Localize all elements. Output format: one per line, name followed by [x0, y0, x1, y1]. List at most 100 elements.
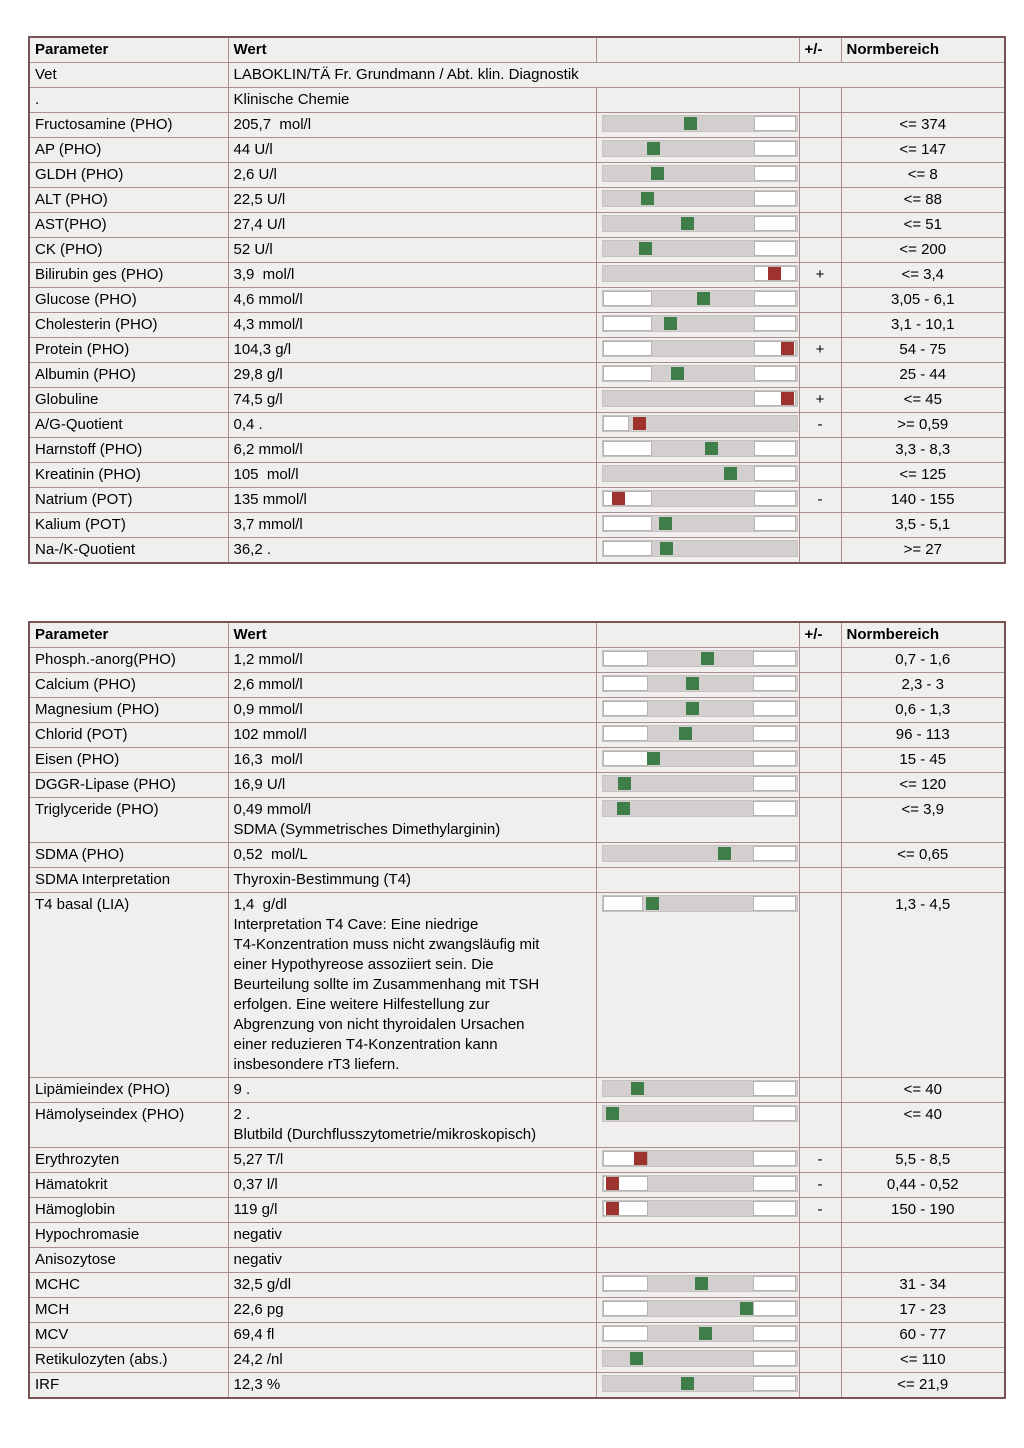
table-row: Glucose (PHO) 4,6 mmol/l 3,05 - 6,1 [28, 287, 1006, 313]
range-bar [601, 315, 798, 332]
value-cell: 9 . [227, 1077, 597, 1103]
value-cell: 24,2 /nl [227, 1347, 597, 1373]
table-row: Bilirubin ges (PHO) 3,9 mol/l + <= 3,4 [28, 262, 1006, 288]
value-cell: 36,2 . [227, 537, 597, 564]
above-range-zone [753, 241, 796, 256]
normal-range-cell: <= 147 [840, 137, 1006, 163]
above-range-zone [752, 896, 796, 911]
value-marker-green [650, 167, 664, 180]
parameter-cell: T4 basal (LIA) [28, 892, 229, 1078]
range-bar [601, 1200, 798, 1217]
flag-cell [798, 1347, 842, 1373]
table-row: Hämoglobin 119 g/l -150 - 190 [28, 1197, 1006, 1223]
below-range-zone [602, 491, 652, 506]
range-bar [601, 365, 798, 382]
below-range-zone [602, 1276, 648, 1291]
table-row: SDMA (PHO) 0,52 mol/L <= 0,65 [28, 842, 1006, 868]
parameter-cell: CK (PHO) [28, 237, 229, 263]
table-row: Hämatokrit 0,37 l/l -0,44 - 0,52 [28, 1172, 1006, 1198]
normal-range-cell: >= 0,59 [840, 412, 1006, 438]
value-marker-green [630, 1082, 644, 1095]
flag-cell [798, 747, 842, 773]
table-row: Erythrozyten 5,27 T/l -5,5 - 8,5 [28, 1147, 1006, 1173]
normal-range-cell: 60 - 77 [840, 1322, 1006, 1348]
table-row: MCH 22,6 pg 17 - 23 [28, 1297, 1006, 1323]
flag-cell [798, 1272, 842, 1298]
range-bar-cell [595, 537, 800, 564]
below-range-zone [602, 726, 648, 741]
flag-cell [798, 87, 842, 113]
normal-range-cell: <= 200 [840, 237, 1006, 263]
value-marker-red [611, 492, 625, 505]
parameter-cell: Albumin (PHO) [28, 362, 229, 388]
flag-cell [798, 1372, 842, 1399]
value-cell: 22,6 pg [227, 1297, 597, 1323]
range-bar-cell [595, 312, 800, 338]
flag-cell: - [798, 1172, 842, 1198]
above-range-zone [753, 291, 796, 306]
flag-cell: - [798, 1197, 842, 1223]
value-marker-green [717, 847, 731, 860]
range-bar [601, 240, 798, 257]
below-range-zone [602, 651, 648, 666]
table-row: Retikulozyten (abs.) 24,2 /nl <= 110 [28, 1347, 1006, 1373]
value-cell: 2,6 mmol/l [227, 672, 597, 698]
flag-cell [798, 537, 842, 564]
range-bar [601, 115, 798, 132]
parameter-cell: Glucose (PHO) [28, 287, 229, 313]
normal-range-cell: <= 3,9 [840, 797, 1006, 843]
below-range-zone [602, 896, 643, 911]
range-bar-cell [595, 462, 800, 488]
parameter-cell: Globuline [28, 387, 229, 413]
table-row: Harnstoff (PHO) 6,2 mmol/l 3,3 - 8,3 [28, 437, 1006, 463]
range-bar [601, 1275, 798, 1292]
lab-results-table-1: Parameter Wert +/- Normbereich Vet LABOKLIN/T… [28, 36, 1006, 564]
flag-cell [798, 1322, 842, 1348]
value-cell: 102 mmol/l [227, 722, 597, 748]
value-marker-green [658, 517, 672, 530]
normal-range-cell: 31 - 34 [840, 1272, 1006, 1298]
range-bar-cell [595, 1297, 800, 1323]
range-bar-cell [595, 797, 800, 843]
lab-results-table-2: Parameter Wert +/- Normbereich Phosph.-anorg… [28, 621, 1006, 1399]
value-cell: 104,3 g/l [227, 337, 597, 363]
above-range-zone [752, 676, 796, 691]
table-row: Anisozytose negativ [28, 1247, 1006, 1273]
value-cell: 6,2 mmol/l [227, 437, 597, 463]
below-range-zone [602, 541, 652, 556]
value-marker-green [645, 897, 659, 910]
parameter-cell: AST(PHO) [28, 212, 229, 238]
normal-range-cell [840, 1222, 1006, 1248]
range-bar [601, 775, 798, 792]
lab-report-tables: Parameter Wert +/- Normbereich Vet LABOKLIN/T… [0, 36, 1024, 1399]
range-bar-cell [595, 1372, 800, 1399]
flag-cell [798, 722, 842, 748]
normal-range-cell: 3,05 - 6,1 [840, 287, 1006, 313]
normal-range-cell: 2,3 - 3 [840, 672, 1006, 698]
normal-range-cell: <= 0,65 [840, 842, 1006, 868]
below-range-zone [602, 416, 629, 431]
above-range-zone [753, 516, 796, 531]
parameter-cell: Na-/K-Quotient [28, 537, 229, 564]
range-bar [601, 1105, 798, 1122]
table-row: A/G-Quotient 0,4 . - >= 0,59 [28, 412, 1006, 438]
parameter-cell: Kreatinin (PHO) [28, 462, 229, 488]
range-bar-cell [595, 697, 800, 723]
value-marker-green [605, 1107, 619, 1120]
value-marker-green [696, 292, 710, 305]
table-row: Hypochromasie negativ [28, 1222, 1006, 1248]
table-row: Hämolyseindex (PHO) 2 . Blutbild (Durchfl… [28, 1102, 1006, 1148]
parameter-cell: IRF [28, 1372, 229, 1399]
range-bar-cell [595, 892, 800, 1078]
value-cell: 5,27 T/l [227, 1147, 597, 1173]
table-row: Triglyceride (PHO) 0,49 mmol/l SDMA (Symm… [28, 797, 1006, 843]
table-row: GLDH (PHO) 2,6 U/l <= 8 [28, 162, 1006, 188]
table-row: Magnesium (PHO) 0,9 mmol/l 0,6 - 1,3 [28, 697, 1006, 723]
normal-range-cell: 25 - 44 [840, 362, 1006, 388]
range-bar [601, 165, 798, 182]
normal-range-cell: 1,3 - 4,5 [840, 892, 1006, 1078]
range-bar-cell [595, 1247, 800, 1273]
range-bar-cell [595, 867, 800, 893]
below-range-zone [602, 516, 652, 531]
above-range-zone [752, 651, 796, 666]
